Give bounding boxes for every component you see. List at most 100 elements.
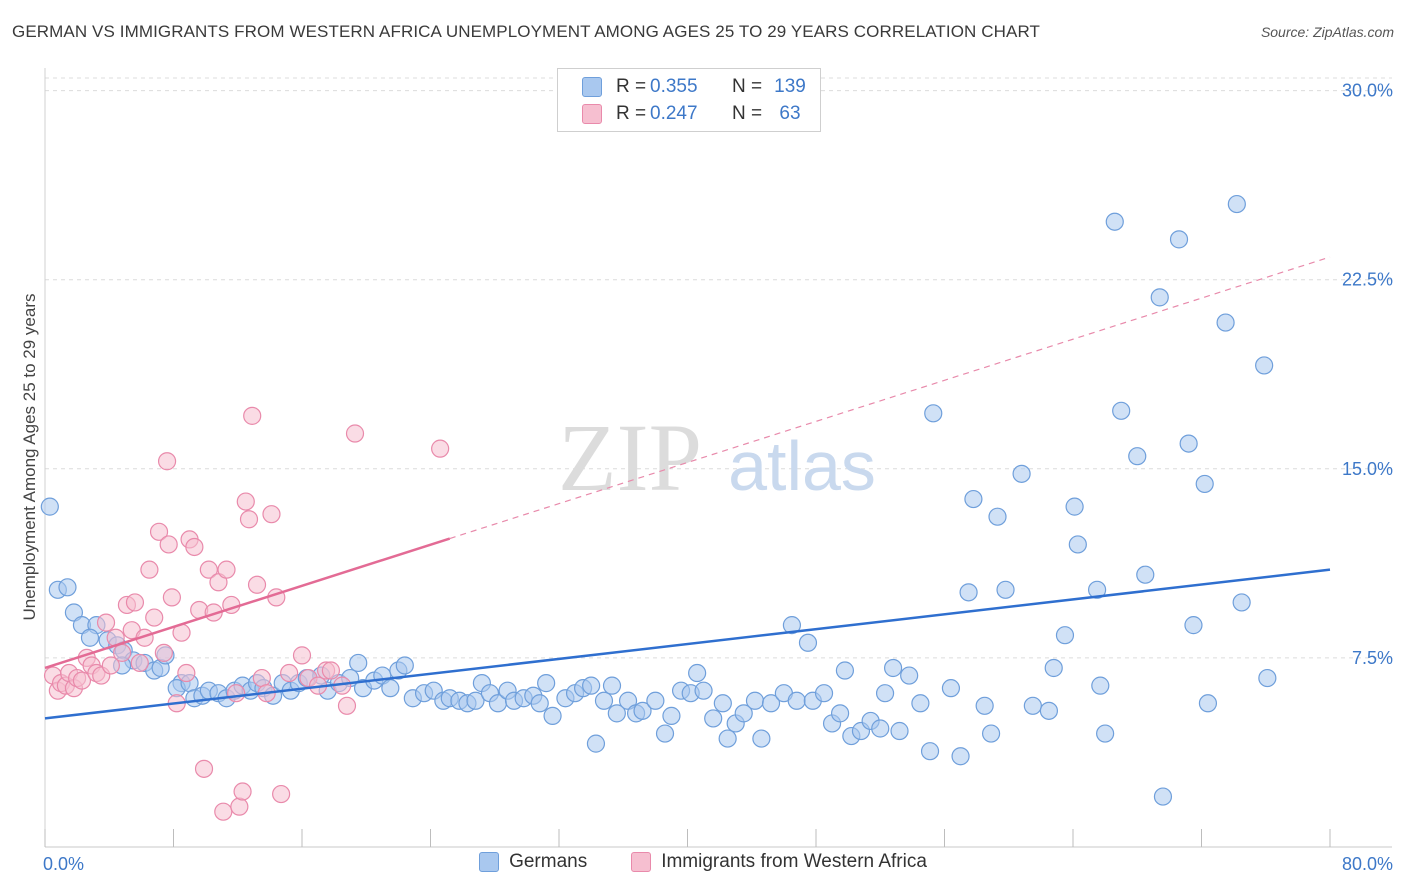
data-point-immigrant	[252, 668, 271, 688]
legend-item-germans[interactable]: Germans	[479, 851, 587, 873]
data-point-immigrant	[214, 802, 233, 821]
data-point-immigrant	[130, 653, 149, 673]
data-point-german	[951, 747, 970, 766]
data-point-german	[890, 721, 909, 741]
data-point-german	[830, 704, 850, 723]
legend-item-immigrants[interactable]: Immigrants from Western Africa	[631, 851, 927, 873]
data-point-german	[718, 729, 737, 748]
legend-n-label: N =	[732, 103, 763, 124]
data-point-immigrant	[185, 537, 204, 557]
data-point-immigrant	[154, 643, 173, 662]
legend-r-label: R =	[616, 76, 647, 97]
data-point-german	[1012, 464, 1031, 483]
data-point-german	[1258, 668, 1277, 688]
data-point-german	[1105, 212, 1124, 231]
legend-r-label: R =	[616, 103, 647, 124]
data-point-immigrant	[72, 671, 92, 690]
data-point-german	[688, 663, 707, 683]
data-point-german	[1150, 288, 1169, 307]
source-label: Source: ZipAtlas.com	[1260, 24, 1394, 40]
trend-line-immigrants	[44, 537, 451, 670]
data-point-german	[646, 691, 665, 710]
data-point-german	[1227, 194, 1246, 214]
data-point-german	[734, 704, 753, 723]
data-point-german	[1023, 696, 1042, 715]
data-point-german	[594, 691, 614, 710]
data-point-german	[752, 729, 771, 748]
data-point-german	[1136, 565, 1155, 584]
data-point-immigrant	[345, 424, 365, 443]
data-point-german	[988, 507, 1007, 526]
data-point-immigrant	[177, 663, 196, 683]
data-point-german	[1039, 701, 1059, 720]
data-point-immigrant	[337, 696, 357, 715]
data-point-german	[1232, 593, 1251, 612]
data-point-german	[1179, 434, 1198, 453]
data-point-german	[381, 679, 400, 698]
legend-row-germans: R = 0.355 N = 139	[558, 74, 810, 100]
data-point-immigrant	[239, 510, 259, 529]
legend-swatch-immigrants	[631, 852, 652, 872]
watermark-atlas: atlas	[728, 427, 876, 505]
data-point-immigrant	[125, 593, 145, 612]
legend-n-value: 63	[779, 103, 801, 124]
data-point-immigrant	[112, 643, 132, 662]
x-tick-label: 80.0%	[1342, 854, 1393, 874]
trend-lines	[44, 256, 1331, 720]
series-immigrants-western-africa	[43, 406, 450, 821]
data-point-german	[586, 734, 606, 753]
data-point-german	[1091, 676, 1110, 695]
data-point-immigrant	[194, 759, 214, 778]
data-point-german	[900, 666, 919, 685]
data-point-immigrant	[243, 406, 262, 425]
data-point-german	[975, 696, 994, 715]
legend-row-immigrants: R = 0.247 N = 63	[558, 101, 810, 127]
legend-swatch-germans	[582, 77, 602, 97]
data-point-german	[1096, 724, 1115, 743]
data-point-german	[582, 676, 601, 695]
trend-line-germans	[44, 568, 1331, 720]
data-point-german	[924, 404, 943, 423]
data-point-immigrant	[140, 560, 159, 579]
data-point-german	[607, 704, 626, 723]
data-point-german	[1112, 401, 1131, 420]
data-point-german	[1128, 447, 1147, 466]
data-point-german	[349, 653, 368, 673]
data-point-immigrant	[157, 452, 177, 471]
y-tick-label: 15.0%	[1342, 459, 1393, 479]
data-point-german	[1255, 356, 1274, 375]
axes	[44, 68, 1392, 848]
data-point-german	[996, 580, 1015, 599]
legend-label-germans: Germans	[509, 851, 588, 872]
data-point-german	[530, 694, 549, 713]
data-point-immigrant	[159, 535, 178, 554]
watermark-zip: ZIP	[558, 404, 702, 511]
data-point-german	[1169, 230, 1189, 249]
data-point-german	[798, 633, 818, 652]
data-point-german	[1044, 658, 1063, 678]
data-point-german	[40, 497, 59, 516]
legend-n-label: N =	[732, 76, 763, 97]
correlation-legend: R = 0.355 N = 139 R = 0.247 N = 63	[557, 68, 821, 132]
data-point-german	[835, 661, 855, 680]
data-point-german	[395, 656, 414, 675]
data-point-immigrant	[96, 613, 116, 632]
chart-title: GERMAN VS IMMIGRANTS FROM WESTERN AFRICA…	[12, 22, 1040, 41]
data-point-german	[662, 706, 681, 725]
data-point-german	[814, 684, 834, 703]
data-point-immigrant	[262, 505, 281, 524]
data-point-immigrant	[199, 560, 218, 579]
data-point-german	[1087, 580, 1107, 599]
data-point-immigrant	[431, 439, 450, 458]
data-point-german	[655, 724, 675, 743]
data-point-immigrant	[217, 560, 236, 579]
data-point-german	[1055, 626, 1075, 645]
data-point-german	[745, 691, 765, 710]
legend-swatch-immigrants	[582, 104, 602, 124]
data-point-german	[713, 694, 732, 713]
x-tick-label: 0.0%	[43, 854, 84, 874]
data-point-german	[959, 583, 978, 602]
data-point-german	[782, 616, 802, 635]
data-point-german	[633, 701, 652, 720]
